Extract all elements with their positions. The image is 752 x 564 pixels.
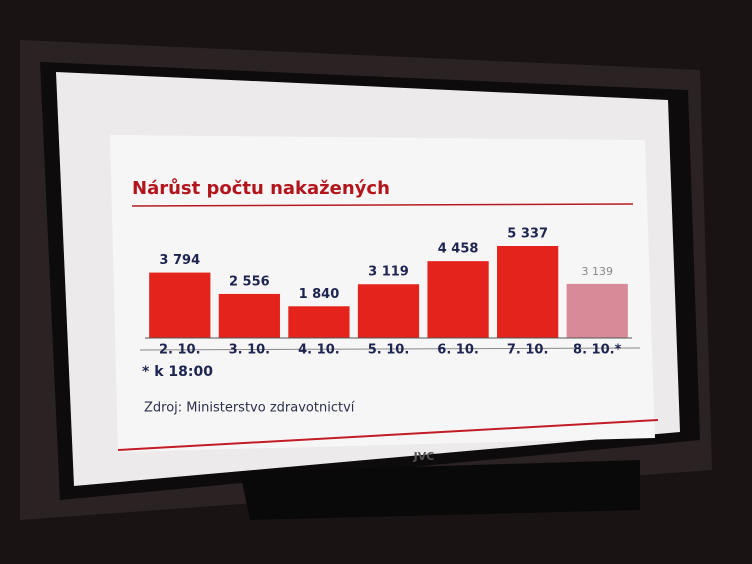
- value-label: 3 139: [581, 265, 613, 278]
- footnote: * k 18:00: [142, 364, 213, 380]
- bar: [497, 246, 559, 338]
- value-label: 4 458: [438, 242, 479, 257]
- bar: [218, 293, 280, 338]
- bar: [288, 306, 350, 338]
- x-tick-label: 5. 10.: [368, 343, 410, 358]
- bar: [427, 261, 489, 338]
- source: Zdroj: Ministerstvo zdravotnictví: [144, 401, 355, 416]
- x-tick-label: 8. 10.*: [573, 343, 622, 358]
- value-label: 2 556: [229, 274, 270, 289]
- x-tick-label: 2. 10.: [159, 343, 201, 358]
- chart-title: Nárůst počtu nakažených: [132, 177, 390, 199]
- footer-rule: [139, 347, 641, 351]
- tv-brand: JVC: [413, 450, 435, 463]
- bar: [566, 283, 628, 338]
- value-label: 5 337: [507, 227, 548, 242]
- x-tick-label: 4. 10.: [298, 343, 340, 358]
- x-tick-label: 3. 10.: [229, 343, 271, 358]
- title-rule: [131, 203, 634, 207]
- x-tick-label: 6. 10.: [437, 343, 479, 358]
- value-label: 1 840: [299, 287, 340, 302]
- bar: [149, 272, 211, 338]
- value-label: 3 119: [368, 265, 409, 280]
- x-tick-label: 7. 10.: [507, 343, 549, 358]
- bottom-rule: [117, 419, 659, 451]
- value-label: 3 794: [159, 253, 200, 268]
- bar: [357, 284, 420, 338]
- tv-stand: [240, 460, 640, 520]
